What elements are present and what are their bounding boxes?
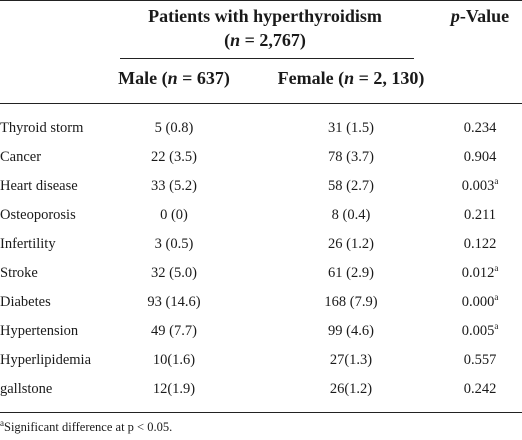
female-value: 168 (7.9)	[324, 294, 378, 310]
p-value: 0.005a	[438, 321, 522, 340]
row-label: Thyroid storm	[0, 120, 84, 136]
female-value: 8 (0.4)	[331, 207, 371, 223]
male-value: 22 (3.5)	[151, 149, 197, 165]
female-value: 61 (2.9)	[328, 265, 374, 281]
table-bottom-rule	[0, 412, 522, 413]
p-value-number: 0.557	[463, 352, 497, 368]
male-value: 49 (7.7)	[151, 323, 197, 339]
p-value-number: 0.003	[461, 178, 495, 194]
male-value: 33 (5.2)	[151, 178, 197, 194]
female-value: 58 (2.7)	[328, 178, 374, 194]
pvalue-header: p-Value	[450, 6, 510, 26]
row-label: Hypertension	[0, 323, 79, 339]
row-label: Infertility	[0, 236, 56, 252]
group-header-underline	[120, 58, 414, 59]
group-header: Patients with hyperthyroidism	[120, 6, 410, 27]
p-value: 0.234	[438, 120, 522, 137]
p-value: 0.242	[438, 381, 522, 398]
p-value: 0.211	[438, 207, 522, 224]
row-label: Osteoporosis	[0, 207, 76, 223]
male-value: 10(1.6)	[152, 352, 196, 368]
female-value: 99 (4.6)	[328, 323, 374, 339]
row-label: Cancer	[0, 149, 42, 165]
p-value-number: 0.012	[461, 265, 495, 281]
p-value: 0.000a	[438, 292, 522, 311]
female-value: 31 (1.5)	[328, 120, 374, 136]
p-value-number: 0.242	[463, 381, 497, 397]
male-value: 0 (0)	[160, 207, 188, 223]
p-value: 0.003a	[438, 176, 522, 195]
p-value-number: 0.904	[463, 149, 497, 165]
male-value: 32 (5.0)	[151, 265, 197, 281]
p-value-number: 0.122	[463, 236, 497, 252]
male-value: 93 (14.6)	[147, 294, 201, 310]
significance-marker: a	[494, 176, 499, 187]
table-top-rule	[0, 0, 522, 1]
significance-marker: a	[494, 292, 499, 303]
p-value-number: 0.000	[461, 294, 495, 310]
significance-marker: a	[494, 263, 499, 274]
row-label: gallstone	[0, 381, 53, 397]
footnote-text: Significant difference at p < 0.05.	[4, 420, 173, 434]
male-value: 3 (0.5)	[154, 236, 194, 252]
p-value: 0.122	[438, 236, 522, 253]
header-bottom-rule	[0, 103, 522, 104]
footnote: aSignificant difference at p < 0.05.	[0, 417, 173, 435]
group-header-line1: Patients with hyperthyroidism	[148, 6, 382, 26]
p-value: 0.012a	[438, 263, 522, 282]
p-value-number: 0.005	[461, 323, 495, 339]
row-label: Hyperlipidemia	[0, 352, 92, 368]
male-value: 5 (0.8)	[154, 120, 194, 136]
row-label: Heart disease	[0, 178, 78, 194]
female-value: 78 (3.7)	[328, 149, 374, 165]
p-value-number: 0.234	[463, 120, 497, 136]
row-label: Stroke	[0, 265, 38, 281]
female-value: 27(1.3)	[329, 352, 373, 368]
p-value-number: 0.211	[463, 207, 497, 223]
p-value: 0.557	[438, 352, 522, 369]
male-column-header: Male (n = 637)	[118, 68, 230, 88]
row-label: Diabetes	[0, 294, 51, 310]
p-value: 0.904	[438, 149, 522, 166]
footnote-marker: a	[0, 417, 4, 428]
female-value: 26 (1.2)	[328, 236, 374, 252]
significance-marker: a	[494, 321, 499, 332]
group-header-n: (n = 2,767)	[224, 30, 306, 50]
female-value: 26(1.2)	[329, 381, 373, 397]
male-value: 12(1.9)	[152, 381, 196, 397]
female-column-header: Female (n = 2, 130)	[277, 68, 425, 88]
